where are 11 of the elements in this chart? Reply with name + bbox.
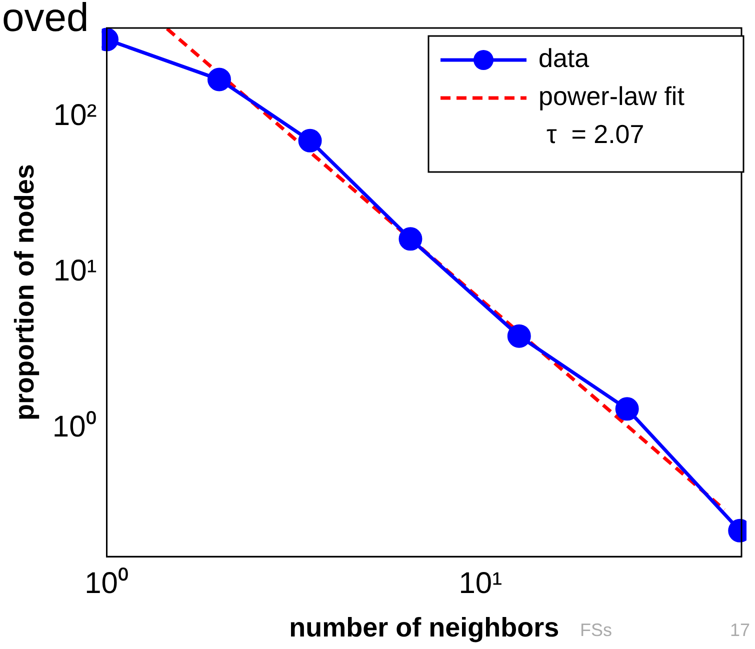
legend-label: data bbox=[538, 43, 590, 74]
legend-label: power-law fit bbox=[538, 81, 686, 112]
annotation: τ = 2.07 bbox=[546, 119, 644, 150]
y-tick-label: 10⁰ bbox=[52, 410, 97, 444]
y-tick-label: 10² bbox=[53, 98, 97, 132]
text: FSs bbox=[580, 620, 612, 640]
y-tick-label: 10¹ bbox=[53, 254, 97, 288]
chart-title: oved bbox=[2, 0, 89, 40]
text: 17 bbox=[730, 620, 750, 640]
y-axis-title: proportion of nodes bbox=[10, 164, 40, 421]
x-axis-title: number of neighbors bbox=[289, 612, 560, 642]
